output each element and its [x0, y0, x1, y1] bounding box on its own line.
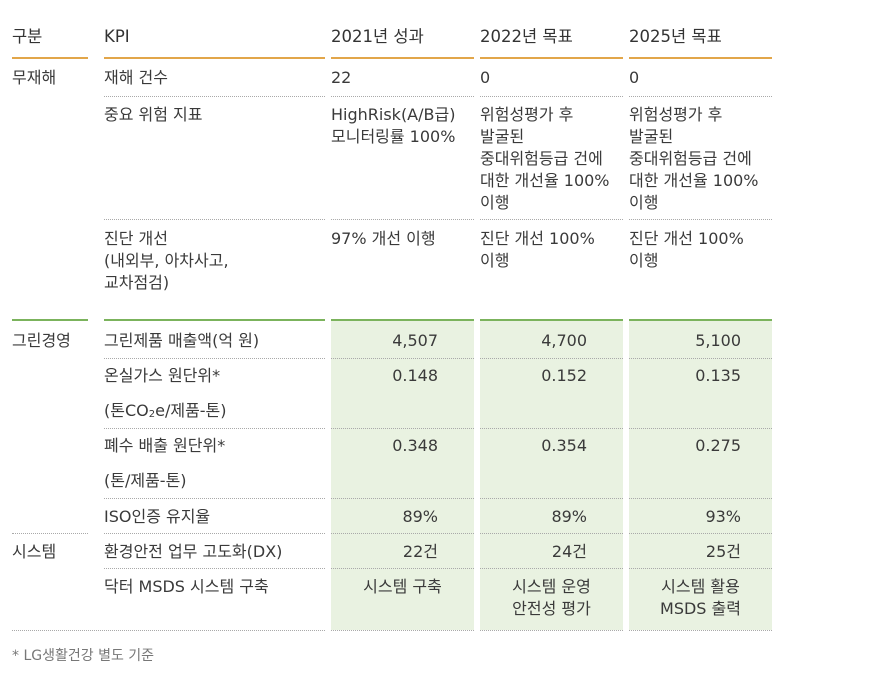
- section-divider: [331, 533, 474, 534]
- cell-2025: 진단 개선 100% 이행: [629, 229, 744, 270]
- table-bottom-rule: [480, 630, 623, 631]
- cell-2021: HighRisk(A/B급) 모니터링률 100%: [331, 105, 456, 146]
- header-category: 구분: [12, 27, 43, 46]
- cell-2025: 시스템 활용 MSDS 출력: [660, 577, 741, 618]
- header-2025: 2025년 목표: [629, 27, 722, 46]
- row-divider: [480, 568, 623, 569]
- row-divider: [331, 219, 474, 220]
- cell-2025: 0.135: [695, 366, 741, 385]
- cell-2025: 위험성평가 후 발굴된 중대위험등급 건에 대한 개선율 100% 이행: [629, 105, 759, 212]
- row-divider: [629, 358, 772, 359]
- cell-2025: 93%: [705, 507, 741, 526]
- kpi-ghg-unit: (톤CO2e/제품-톤): [104, 401, 227, 420]
- row-divider: [629, 498, 772, 499]
- cell-2022: 위험성평가 후 발굴된 중대위험등급 건에 대한 개선율 100% 이행: [480, 105, 610, 212]
- table-bottom-rule: [629, 630, 772, 631]
- cell-2022: 진단 개선 100% 이행: [480, 229, 595, 270]
- green-col-2025-bg: [629, 321, 772, 630]
- cell-2021: 22: [331, 68, 352, 87]
- cell-2022: 4,700: [541, 331, 587, 350]
- header-rule: [331, 57, 474, 59]
- row-divider: [480, 498, 623, 499]
- cell-2022: 89%: [551, 507, 587, 526]
- row-divider: [104, 96, 325, 97]
- row-divider: [331, 358, 474, 359]
- kpi-ghg-intensity: 온실가스 원단위*: [104, 366, 221, 385]
- cell-2025: 0.275: [695, 436, 741, 455]
- row-divider: [480, 96, 623, 97]
- section-divider: [629, 533, 772, 534]
- kpi-green-sales: 그린제품 매출액(억 원): [104, 331, 260, 350]
- cell-2022: 0: [480, 68, 491, 87]
- header-rule: [12, 57, 88, 59]
- header-2021: 2021년 성과: [331, 27, 424, 46]
- row-divider: [331, 568, 474, 569]
- row-divider: [629, 428, 772, 429]
- section-rule: [104, 319, 325, 321]
- cell-2022: 0.354: [541, 436, 587, 455]
- cell-2021: 4,507: [392, 331, 438, 350]
- cell-2021: 0.348: [392, 436, 438, 455]
- header-rule: [104, 57, 325, 59]
- section-rule: [480, 319, 623, 321]
- green-col-2022-bg: [480, 321, 623, 630]
- header-rule: [629, 57, 772, 59]
- section-label-accident-free: 무재해: [12, 68, 57, 87]
- row-divider: [629, 219, 772, 220]
- section-divider: [480, 533, 623, 534]
- kpi-wastewater-intensity: 폐수 배출 원단위*: [104, 436, 226, 455]
- cell-2021: 시스템 구축: [363, 577, 442, 596]
- row-divider: [480, 428, 623, 429]
- row-divider: [331, 96, 474, 97]
- kpi-dx: 환경안전 업무 고도화(DX): [104, 542, 283, 561]
- section-rule: [629, 319, 772, 321]
- section-divider: [12, 533, 88, 534]
- cell-2021: 0.148: [392, 366, 438, 385]
- section-label-green: 그린경영: [12, 331, 71, 350]
- section-rule: [12, 319, 88, 321]
- row-divider: [104, 568, 325, 569]
- kpi-diagnosis-improvement: 진단 개선 (내외부, 아차사고, 교차점검): [104, 229, 229, 292]
- kpi-wastewater-unit: (톤/제품-톤): [104, 471, 187, 490]
- row-divider: [629, 568, 772, 569]
- table-bottom-rule: [331, 630, 474, 631]
- cell-2022: 0.152: [541, 366, 587, 385]
- cell-2025: 5,100: [695, 331, 741, 350]
- kpi-risk-indicator: 중요 위험 지표: [104, 105, 203, 124]
- table-bottom-rule: [12, 630, 325, 631]
- cell-2022: 24건: [551, 542, 587, 561]
- row-divider: [104, 219, 325, 220]
- row-divider: [331, 428, 474, 429]
- kpi-accident-count: 재해 건수: [104, 68, 168, 87]
- kpi-msds: 닥터 MSDS 시스템 구축: [104, 577, 269, 596]
- row-divider: [104, 428, 325, 429]
- footnote: * LG생활건강 별도 기준: [12, 648, 155, 664]
- header-2022: 2022년 목표: [480, 27, 573, 46]
- cell-2022: 시스템 운영 안전성 평가: [512, 577, 591, 618]
- header-rule: [480, 57, 623, 59]
- cell-2021: 89%: [402, 507, 438, 526]
- cell-2021: 97% 개선 이행: [331, 229, 436, 248]
- green-col-2021-bg: [331, 321, 474, 630]
- row-divider: [629, 96, 772, 97]
- row-divider: [104, 358, 325, 359]
- header-kpi: KPI: [104, 27, 130, 46]
- cell-2025: 25건: [705, 542, 741, 561]
- section-rule: [331, 319, 474, 321]
- row-divider: [331, 498, 474, 499]
- row-divider: [480, 358, 623, 359]
- section-label-system: 시스템: [12, 542, 57, 561]
- cell-2021: 22건: [402, 542, 438, 561]
- kpi-iso-retention: ISO인증 유지율: [104, 507, 211, 526]
- row-divider: [104, 498, 325, 499]
- cell-2025: 0: [629, 68, 640, 87]
- section-divider: [104, 533, 325, 534]
- row-divider: [480, 219, 623, 220]
